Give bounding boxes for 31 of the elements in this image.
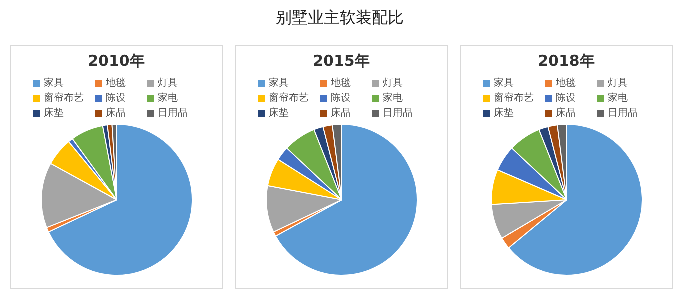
legend-label: 家具 — [269, 76, 289, 90]
legend-label: 床品 — [556, 106, 576, 120]
legend-label: 家电 — [608, 92, 628, 105]
legend-label: 家电 — [158, 92, 178, 105]
legend-label: 床品 — [331, 106, 351, 120]
legend-label: 日用品 — [383, 107, 413, 120]
legend-label: 陈设 — [331, 92, 351, 105]
legend-label: 床垫 — [269, 106, 289, 120]
legend-label: 陈设 — [556, 92, 576, 105]
text: 别墅业主软装配比 — [275, 8, 405, 29]
chart-title: 2018年 — [537, 52, 596, 71]
legend-label: 窗帘布艺 — [269, 92, 309, 105]
legend-label: 灯具 — [158, 76, 178, 90]
legend-label: 日用品 — [158, 107, 188, 120]
legend-label: 地毯 — [106, 76, 126, 90]
legend-label: 床垫 — [494, 106, 514, 120]
chart-title: 2010年 — [87, 52, 146, 71]
chart-title: 2015年 — [312, 52, 371, 71]
legend-label: 陈设 — [106, 92, 126, 105]
legend-label: 床垫 — [44, 106, 64, 120]
legend-label: 灯具 — [608, 76, 628, 90]
legend-label: 地毯 — [331, 76, 351, 90]
legend-label: 家电 — [383, 92, 403, 105]
legend-label: 窗帘布艺 — [494, 92, 534, 105]
legend-label: 窗帘布艺 — [44, 92, 84, 105]
legend-label: 家具 — [494, 76, 514, 90]
legend-label: 家具 — [44, 76, 64, 90]
legend-label: 地毯 — [556, 76, 576, 90]
legend-label: 灯具 — [383, 76, 403, 90]
legend-label: 日用品 — [608, 107, 638, 120]
legend-label: 床品 — [106, 106, 126, 120]
